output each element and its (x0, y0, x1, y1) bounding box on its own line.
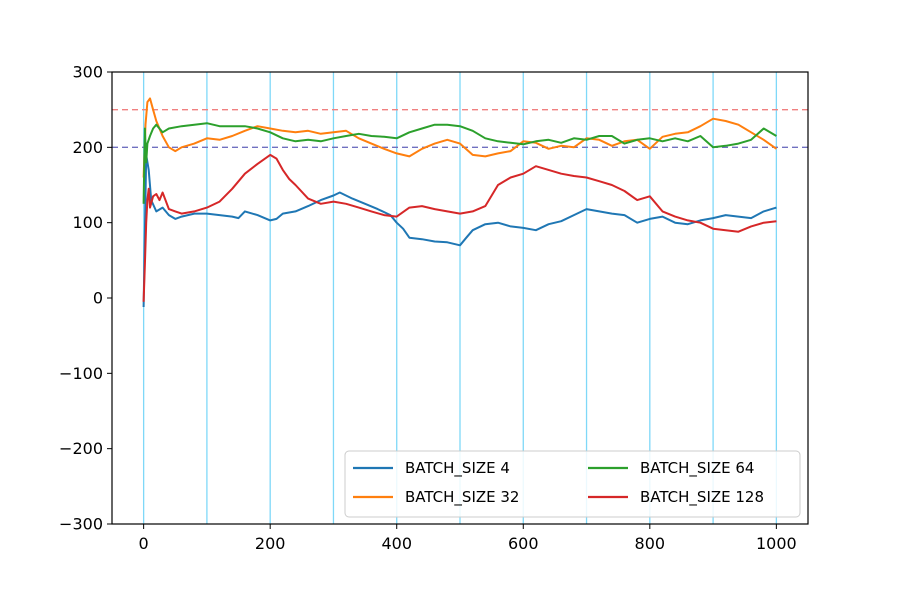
plot-area (111, 71, 809, 525)
x-tick-label: 400 (381, 534, 412, 553)
series-line-0 (142, 153, 777, 308)
x-tick-label: 800 (635, 534, 666, 553)
y-tick-label: 200 (72, 138, 103, 157)
series-line-3 (142, 153, 777, 302)
y-tick-label: 100 (72, 213, 103, 232)
legend-label: BATCH_SIZE 32 (405, 488, 519, 507)
x-tick-label: 1000 (756, 534, 797, 553)
x-tick-label: 200 (255, 534, 286, 553)
legend-label: BATCH_SIZE 128 (640, 488, 764, 507)
y-tick-label: −200 (59, 439, 103, 458)
y-tick-label: −100 (59, 364, 103, 383)
horizontal-reference-lines (112, 109, 808, 148)
legend: BATCH_SIZE 4 BATCH_SIZE 32 BATCH_SIZE 64 BA… (344, 450, 801, 518)
y-axis: −300 −200 −100 0 100 200 300 (59, 63, 112, 534)
legend-label: BATCH_SIZE 64 (640, 459, 754, 478)
legend-box (344, 450, 801, 518)
x-tick-label: 600 (508, 534, 539, 553)
x-axis: 0 200 400 600 800 1000 (139, 524, 797, 553)
series-lines (142, 97, 777, 308)
x-tick-label: 0 (139, 534, 149, 553)
y-tick-label: −300 (59, 515, 103, 534)
series-line-2 (142, 122, 777, 204)
y-tick-label: 0 (93, 289, 103, 308)
legend-label: BATCH_SIZE 4 (405, 459, 510, 478)
y-tick-label: 300 (72, 63, 103, 82)
